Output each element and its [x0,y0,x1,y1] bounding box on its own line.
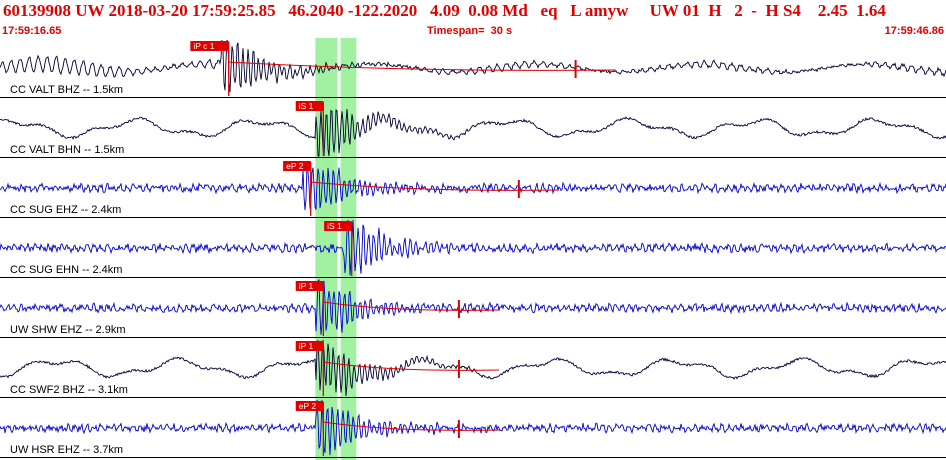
waveform [0,399,946,456]
pick-label-text: iP 1 [299,341,314,351]
pick-label[interactable]: iS 1 [295,101,324,111]
trace-panel[interactable]: iP c 1 CC VALT BHZ -- 1.5km [0,39,946,96]
event-summary-line: 60139908 UW 2018-03-20 17:59:25.85 46.20… [3,1,886,20]
pick-label-box [190,41,229,51]
coda-decay-curve [323,421,499,431]
pick-label[interactable]: eP 2 [283,161,311,171]
pick-label-box [324,221,352,231]
station-label: CC SUG EHN -- 2.4km [10,264,122,276]
station-label: UW SHW EHZ -- 2.9km [10,324,126,336]
pick-label-text: iS 1 [299,101,314,111]
waveform [0,219,946,276]
station-label: CC SUG EHZ -- 2.4km [10,204,121,216]
pick-label-box [295,401,324,411]
pick-label-text: iS 1 [327,221,342,231]
coda-decay-curve [228,61,616,71]
waveform [0,108,946,157]
pick-label-box [283,161,311,171]
station-label: CC VALT BHN -- 1.5km [10,144,124,156]
selection-window-band [340,38,357,460]
seismogram-panel[interactable]: iP c 1 CC VALT BHZ -- 1.5km iS 1 CC VALT BH… [0,38,946,460]
coda-decay-curve [310,181,559,191]
pick-label-text: iP c 1 [193,41,214,51]
waveform [0,339,946,397]
coda-decay-curve [323,301,499,311]
pick-label-text: eP 2 [299,401,317,411]
coda-decay-curve [323,361,499,371]
trace-panel[interactable]: iS 1 CC SUG EHN -- 2.4km [0,219,946,276]
pick-label[interactable]: iP 1 [295,341,324,351]
pick-label-box [295,341,324,351]
pick-label[interactable]: iP c 1 [190,41,229,51]
end-time: 17:59:46.86 [884,25,944,37]
pick-label-text: iP 1 [299,281,314,291]
timespan-label: Timespan= 30 s [427,25,513,37]
pick-label-box [295,101,324,111]
trace-panel[interactable]: eP 2 CC SUG EHZ -- 2.4km [0,161,946,216]
pick-label[interactable]: eP 2 [295,401,324,411]
pick-label-text: eP 2 [286,161,304,171]
trace-panel[interactable]: iP 1 CC SWF2 BHZ -- 3.1km [0,339,946,397]
start-time: 17:59:16.65 [2,25,62,37]
time-axis-bar: 17:59:16.65 Timespan= 30 s 17:59:46.86 [0,24,946,38]
waveform [0,278,946,335]
pick-label-box [295,281,324,291]
station-label: CC SWF2 BHZ -- 3.1km [10,384,128,396]
trace-panel[interactable]: iS 1 CC VALT BHN -- 1.5km [0,101,946,157]
event-header: 60139908 UW 2018-03-20 17:59:25.85 46.20… [0,0,946,24]
trace-panel[interactable]: iP 1 UW SHW EHZ -- 2.9km [0,278,946,336]
station-label: UW HSR EHZ -- 3.7km [10,444,123,456]
waveform [0,163,946,211]
waveform [0,39,946,93]
pick-label[interactable]: iS 1 [324,221,352,231]
pick-label[interactable]: iP 1 [295,281,324,291]
trace-panel[interactable]: eP 2 UW HSR EHZ -- 3.7km [0,399,946,456]
station-label: CC VALT BHZ -- 1.5km [10,84,123,96]
